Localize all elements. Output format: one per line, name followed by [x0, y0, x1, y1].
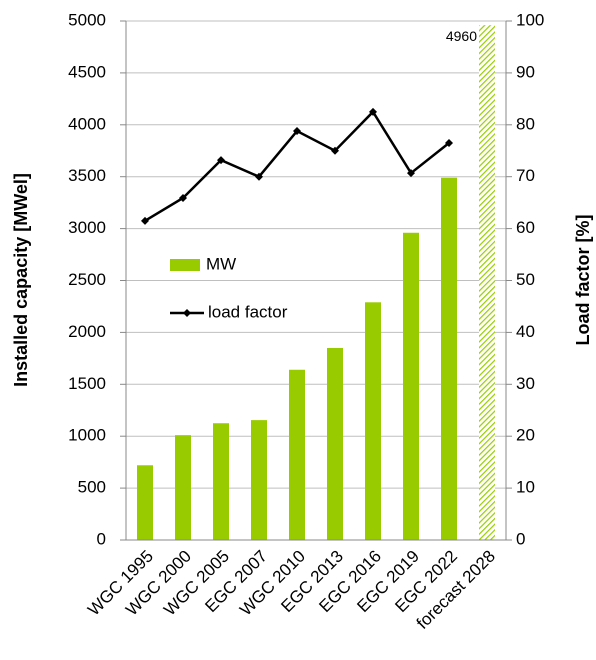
bar	[327, 347, 343, 540]
y-tick-label: 1000	[68, 426, 106, 445]
y2-tick-label: 0	[516, 529, 525, 548]
y2-tick-label: 60	[516, 218, 535, 237]
line-marker	[331, 146, 339, 155]
bar	[479, 25, 495, 541]
line-marker	[179, 193, 187, 202]
legend-marker	[183, 309, 191, 317]
y-tick-label: 1500	[68, 374, 106, 393]
y2-tick-label: 90	[516, 62, 535, 81]
y2-tick-label: 10	[516, 478, 535, 497]
line-marker	[407, 169, 415, 178]
y2-tick-label: 50	[516, 270, 535, 289]
bar	[213, 423, 229, 540]
y2-tick-label: 20	[516, 426, 535, 445]
bar	[289, 369, 305, 540]
legend-label: load factor	[208, 302, 288, 321]
y-tick-label: 0	[97, 529, 106, 548]
y-tick-label: 5000	[68, 10, 106, 29]
y2-tick-label: 40	[516, 322, 535, 341]
legend-label: MW	[206, 254, 236, 273]
y2-tick-label: 80	[516, 114, 535, 133]
y-tick-label: 2000	[68, 322, 106, 341]
y-tick-label: 500	[78, 478, 106, 497]
bar	[175, 435, 191, 540]
bar	[251, 420, 267, 540]
y-tick-label: 3000	[68, 218, 106, 237]
bar-value-label: 4960	[446, 28, 477, 44]
y-axis-title: Installed capacity [MWel]	[11, 173, 31, 387]
y2-tick-label: 70	[516, 166, 535, 185]
y2-axis-title: Load factor [%]	[573, 214, 593, 345]
bar	[441, 177, 457, 540]
line-marker	[369, 107, 377, 116]
line-marker	[255, 172, 263, 181]
bar	[137, 465, 153, 540]
y-tick-label: 4000	[68, 114, 106, 133]
line-marker	[141, 216, 149, 225]
line-marker	[445, 138, 453, 147]
y2-tick-label: 100	[516, 10, 544, 29]
y-tick-label: 4500	[68, 62, 106, 81]
line-marker	[217, 156, 225, 165]
y-tick-label: 3500	[68, 166, 106, 185]
bar	[403, 232, 419, 540]
legend-swatch	[170, 259, 200, 271]
y2-tick-label: 30	[516, 374, 535, 393]
bar	[365, 302, 381, 540]
line-marker	[293, 127, 301, 136]
y-tick-label: 2500	[68, 270, 106, 289]
